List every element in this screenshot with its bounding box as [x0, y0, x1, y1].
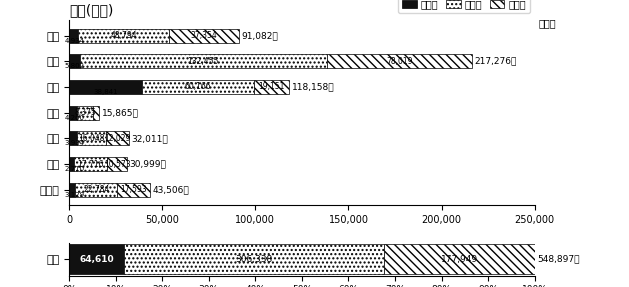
- Text: 217,276人: 217,276人: [475, 57, 517, 66]
- Legend: 進学者, 就職者, その他: 進学者, 就職者, その他: [398, 0, 530, 13]
- Bar: [118, 183, 150, 197]
- Text: 38,841: 38,841: [93, 89, 118, 95]
- Bar: [384, 244, 535, 274]
- Bar: [169, 28, 239, 43]
- Text: 15,865人: 15,865人: [101, 108, 138, 117]
- Bar: [69, 106, 77, 120]
- Bar: [69, 244, 124, 274]
- Bar: [69, 183, 75, 197]
- Text: 3,934: 3,934: [65, 140, 85, 146]
- Bar: [326, 54, 472, 68]
- Text: 2,710: 2,710: [64, 166, 84, 172]
- Text: 4,260: 4,260: [65, 115, 85, 121]
- Bar: [106, 131, 129, 146]
- Text: 3,129: 3,129: [65, 192, 85, 198]
- Text: 48,794: 48,794: [111, 31, 137, 40]
- Bar: [75, 183, 118, 197]
- Bar: [69, 28, 79, 43]
- Text: 60,166: 60,166: [184, 82, 211, 92]
- Bar: [69, 131, 77, 146]
- Bar: [253, 80, 289, 94]
- Text: 16,048: 16,048: [78, 134, 104, 143]
- Text: 22,784: 22,784: [83, 185, 109, 194]
- Text: 177,949: 177,949: [441, 255, 478, 263]
- Bar: [79, 28, 169, 43]
- Bar: [69, 54, 80, 68]
- Text: 8,375: 8,375: [74, 108, 96, 117]
- Text: 10,573: 10,573: [104, 160, 130, 168]
- Bar: [92, 106, 99, 120]
- Bar: [74, 157, 107, 171]
- Bar: [142, 80, 253, 94]
- Text: 548,897人: 548,897人: [537, 255, 579, 263]
- Text: 32,011人: 32,011人: [131, 134, 169, 143]
- Text: 91,082人: 91,082人: [242, 31, 278, 40]
- Text: 306,338: 306,338: [235, 255, 272, 263]
- Text: 30,999人: 30,999人: [130, 160, 167, 168]
- Text: 43,506人: 43,506人: [153, 185, 190, 194]
- Text: 4,934: 4,934: [65, 38, 85, 44]
- Text: 19,151: 19,151: [258, 82, 284, 92]
- Bar: [80, 54, 326, 68]
- Text: 12,029: 12,029: [104, 134, 131, 143]
- Text: 118,158人: 118,158人: [292, 82, 335, 92]
- Text: 78,019: 78,019: [386, 57, 413, 66]
- Text: 大学(学部): 大学(学部): [69, 3, 114, 18]
- Bar: [69, 80, 142, 94]
- Bar: [107, 157, 127, 171]
- Text: 132,455: 132,455: [187, 57, 219, 66]
- Text: 17,716: 17,716: [77, 160, 104, 168]
- Bar: [77, 131, 106, 146]
- Bar: [69, 157, 74, 171]
- Text: 64,610: 64,610: [79, 255, 114, 263]
- Text: （人）: （人）: [538, 18, 556, 28]
- Text: 5,802: 5,802: [65, 63, 85, 69]
- Text: 37,354: 37,354: [191, 31, 218, 40]
- Bar: [77, 106, 92, 120]
- Bar: [124, 244, 384, 274]
- Text: 17,593: 17,593: [121, 185, 147, 194]
